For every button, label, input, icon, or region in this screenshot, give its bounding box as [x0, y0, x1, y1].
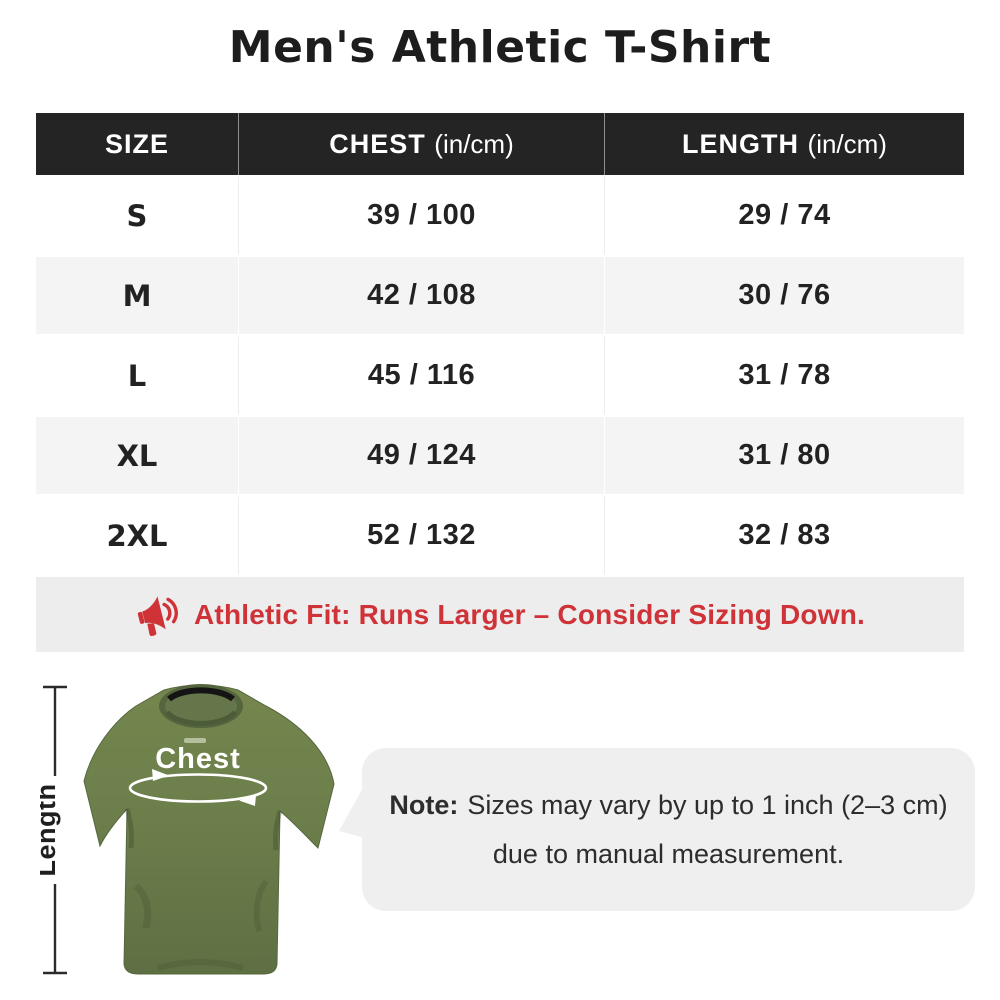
chest-cell: 49 / 124 [238, 415, 604, 495]
fit-note-text: Athletic Fit: Runs Larger – Consider Siz… [194, 598, 865, 630]
note-prefix: Note: [389, 789, 459, 820]
tshirt-image: Chest [83, 684, 335, 975]
column-header-size: SIZE [36, 113, 238, 175]
size-chart-table: SIZE CHEST (in/cm) LENGTH (in/cm) S 39 /… [36, 113, 964, 653]
chest-cell: 52 / 132 [238, 495, 604, 575]
bubble-tail [339, 784, 365, 838]
table-row-s: S 39 / 100 29 / 74 [36, 175, 964, 255]
shirt-crease [273, 810, 283, 851]
size-cell: M [36, 255, 238, 335]
table-row-2xl: 2XL 52 / 132 32 / 83 [36, 495, 964, 575]
chest-arrow-left-icon [239, 795, 256, 806]
table-row-m: M 42 / 108 30 / 76 [36, 255, 964, 335]
length-cell: 31 / 78 [604, 335, 964, 415]
length-header-label: LENGTH [682, 128, 800, 159]
chest-label: Chest [155, 743, 241, 775]
column-header-length: LENGTH (in/cm) [604, 113, 964, 175]
chest-cell: 42 / 108 [238, 255, 604, 335]
table-row-l: L 45 / 116 31 / 78 [36, 335, 964, 415]
note-line-1: Note: Sizes may vary by up to 1 inch (2–3… [389, 789, 947, 821]
collar-front-rib [164, 710, 238, 726]
chest-cell: 39 / 100 [238, 175, 604, 255]
size-cell: XL [36, 415, 238, 495]
length-cell: 32 / 83 [604, 495, 964, 575]
length-cell: 29 / 74 [604, 175, 964, 255]
length-cell: 30 / 76 [604, 255, 964, 335]
tshirt-body [83, 684, 335, 975]
length-cell: 31 / 80 [604, 415, 964, 495]
megaphone-icon [137, 595, 178, 636]
size-header-label: SIZE [104, 128, 169, 159]
size-cell: S [36, 175, 238, 255]
shirt-hem-fold [157, 959, 244, 971]
collar-inner [165, 689, 237, 723]
size-cell: L [36, 335, 238, 415]
page-title: Men's Athletic T-Shirt [228, 22, 772, 73]
size-cell: 2XL [36, 495, 238, 575]
chest-header-unit: (in/cm) [434, 128, 514, 159]
column-header-chest: CHEST (in/cm) [238, 113, 604, 175]
fit-note-row: Athletic Fit: Runs Larger – Consider Siz… [36, 575, 964, 653]
note-bubble: Note: Sizes may vary by up to 1 inch (2–3… [339, 748, 975, 911]
shirt-crease [253, 879, 269, 932]
collar-tape [167, 687, 235, 702]
chest-header-label: CHEST [329, 128, 426, 159]
length-header-unit: (in/cm) [807, 128, 887, 159]
table-row-xl: XL 49 / 124 31 / 80 [36, 415, 964, 495]
brand-logo [184, 738, 206, 743]
length-measure-indicator: Length [40, 685, 67, 975]
note-line-2: due to manual measurement. [492, 839, 845, 869]
chest-arrow-right-icon [152, 769, 169, 781]
chest-measure-ellipse [128, 773, 268, 803]
chest-cell: 45 / 116 [238, 335, 604, 415]
note-text-1: Sizes may vary by up to 1 inch (2–3 cm) [467, 789, 948, 820]
length-label: Length [40, 784, 61, 877]
shirt-crease [133, 883, 152, 929]
shirt-crease [124, 808, 134, 849]
header-row: SIZE CHEST (in/cm) LENGTH (in/cm) [36, 113, 964, 175]
